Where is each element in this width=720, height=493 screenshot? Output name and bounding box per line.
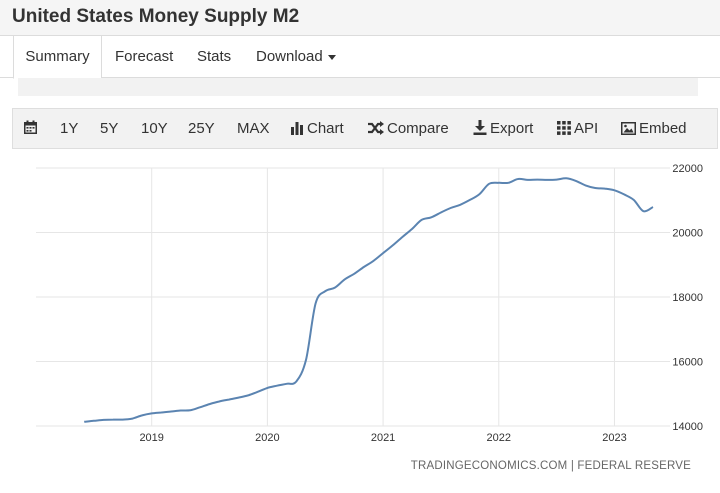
tab-download[interactable]: Download [256, 36, 336, 78]
page-title: United States Money Supply M2 [12, 6, 300, 27]
embed-button[interactable]: Embed [621, 109, 687, 148]
calendar-icon [24, 120, 37, 134]
range-1y-button[interactable]: 1Y [60, 120, 79, 137]
grid-icon [557, 121, 571, 135]
chart-toolbar: 1Y 5Y 10Y 25Y MAX Chart Compare Export A… [12, 108, 718, 149]
tab-stats[interactable]: Stats [197, 48, 232, 65]
x-axis-ticks: 2019 2020 2021 2022 2023 [139, 432, 626, 444]
shuffle-icon [368, 121, 384, 135]
compare-label: Compare [387, 120, 449, 137]
image-icon [621, 122, 636, 135]
y-tick-label: 22000 [672, 163, 703, 175]
export-button[interactable]: Export [473, 109, 533, 148]
tab-summary[interactable]: Summary [13, 36, 102, 79]
export-label: Export [490, 120, 534, 137]
chart-grid [36, 167, 670, 427]
page-header: United States Money Supply M2 [0, 0, 720, 36]
x-tick-label: 2022 [487, 432, 511, 444]
x-tick-label: 2023 [602, 432, 626, 444]
y-tick-label: 18000 [672, 292, 703, 304]
y-tick-label: 16000 [672, 357, 703, 369]
range-max-button[interactable]: MAX [237, 120, 270, 137]
y-tick-label: 14000 [672, 421, 703, 433]
calendar-button[interactable] [23, 109, 41, 148]
summary-bar [18, 78, 698, 96]
y-tick-label: 20000 [672, 228, 703, 240]
api-button[interactable]: API [557, 109, 598, 148]
range-25y-button[interactable]: 25Y [188, 120, 215, 137]
y-axis-ticks: 14000 16000 18000 20000 22000 [672, 163, 703, 433]
tab-download-label: Download [256, 48, 323, 65]
tab-bar: Summary Forecast Stats Download [0, 36, 720, 79]
chart-type-label: Chart [307, 120, 344, 137]
m2-line-chart: 2019 2020 2021 2022 2023 14000 16000 18000 2000… [36, 163, 703, 444]
source-credit: TRADINGECONOMICS.COM | FEDERAL RESERVE [410, 460, 691, 472]
range-10y-button[interactable]: 10Y [141, 120, 168, 137]
compare-button[interactable]: Compare [367, 109, 449, 148]
x-tick-label: 2021 [371, 432, 395, 444]
embed-label: Embed [639, 120, 687, 137]
chevron-down-icon [327, 54, 336, 60]
series-line-m2 [84, 177, 654, 423]
download-icon [473, 120, 487, 135]
x-tick-label: 2020 [255, 432, 279, 444]
range-5y-button[interactable]: 5Y [100, 120, 119, 137]
x-tick-label: 2019 [139, 432, 163, 444]
api-label: API [574, 120, 599, 137]
tab-forecast[interactable]: Forecast [115, 48, 174, 65]
bar-chart-icon [291, 122, 303, 135]
chart-type-button[interactable]: Chart [290, 109, 344, 148]
